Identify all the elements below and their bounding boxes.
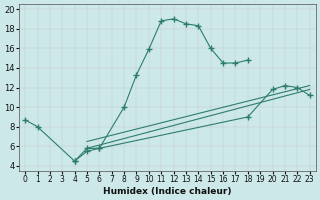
X-axis label: Humidex (Indice chaleur): Humidex (Indice chaleur) [103, 187, 232, 196]
